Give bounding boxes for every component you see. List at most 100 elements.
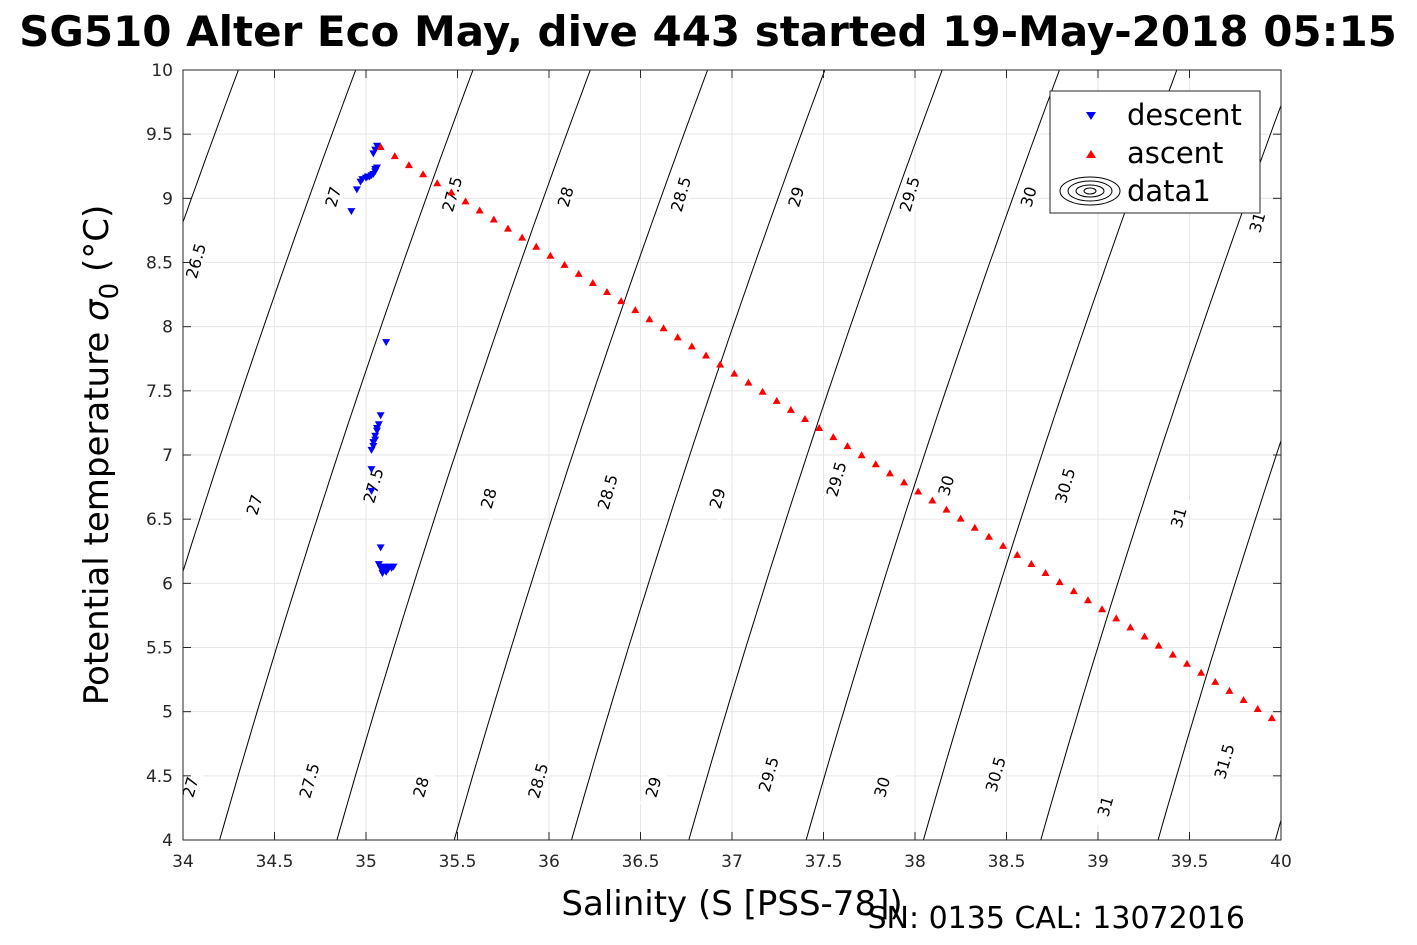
ascent-point: [1055, 578, 1064, 586]
contour-label-bg: [1243, 200, 1273, 245]
contour-label-bg: [1091, 784, 1121, 829]
legend-marker-descent: [1086, 112, 1096, 120]
ascent-point: [1013, 550, 1022, 558]
ascent-point: [1253, 705, 1262, 713]
contour-label-bg: [782, 175, 811, 219]
x-tick-label: 40: [1270, 852, 1292, 872]
y-axis-label-subscript: 0: [95, 283, 125, 300]
contour-label-bg: [176, 765, 206, 809]
x-tick-label: 36: [538, 852, 560, 872]
x-tick-label: 35.5: [439, 852, 477, 872]
legend-label-contours: data1: [1127, 174, 1211, 208]
contour-label-bg: [822, 457, 852, 501]
ascent-point: [1197, 668, 1206, 676]
ascent-point: [546, 251, 555, 259]
contour-label: 28: [477, 486, 501, 511]
ascent-point: [1168, 650, 1177, 658]
ascent-point: [730, 369, 739, 377]
isopycnal-line: [805, 70, 1060, 840]
y-tick-label: 8: [162, 318, 173, 338]
tick-marks: [182, 69, 1282, 841]
descent-point: [376, 544, 385, 552]
ascent-point: [928, 496, 937, 504]
contour-label-bg: [1165, 496, 1194, 540]
descent-point: [367, 466, 376, 474]
descent-point: [382, 568, 391, 576]
ascent-point: [1211, 677, 1220, 685]
y-axis-label-main: Potential temperature: [77, 321, 117, 705]
y-tick-label: 6: [162, 574, 173, 594]
ascent-point: [489, 215, 498, 223]
descent-point: [374, 561, 383, 569]
contour-label-bg: [551, 175, 581, 219]
ascent-point: [1069, 587, 1078, 595]
ascent-point: [970, 523, 979, 531]
contour-label: 28: [409, 775, 433, 800]
legend-label-ascent: ascent: [1127, 136, 1223, 170]
y-axis-label: Potential temperature σ0 (°C): [77, 205, 125, 705]
contour-label-bg: [982, 752, 1011, 797]
y-tick-label: 4.5: [146, 767, 173, 787]
legend-label-descent: descent: [1127, 98, 1242, 132]
legend: descent ascent data1: [1049, 90, 1261, 214]
x-tick-label: 38.5: [988, 852, 1026, 872]
ascent-point: [716, 360, 725, 368]
ascent-point: [942, 505, 951, 513]
descent-point: [372, 142, 381, 150]
y-tick-labels: 4 4.5 5 5.5 6 6.5 7 7.5 8 8.5 9 9.5 10: [146, 61, 173, 851]
ascent-point: [574, 269, 583, 277]
x-tick-label: 37: [721, 852, 743, 872]
contour-label: 29: [706, 486, 730, 511]
data-points: [347, 142, 1276, 722]
contour-label: 30: [934, 473, 958, 498]
ascent-point: [758, 387, 767, 395]
y-tick-label: 7.5: [146, 382, 173, 402]
isopycnal-line: [336, 70, 591, 840]
contour-label: 30: [1017, 184, 1041, 209]
descent-point: [382, 339, 391, 347]
x-tick-label: 39: [1087, 852, 1109, 872]
ascent-point: [956, 514, 965, 522]
contour-label-bg: [703, 476, 733, 521]
ascent-point: [390, 152, 399, 160]
descent-point: [369, 443, 378, 451]
contour-label-bg: [868, 765, 897, 809]
ascent-point: [1027, 559, 1036, 567]
contour-label: 31: [1094, 794, 1118, 819]
x-tick-labels: 34 34.5 35 35.5 36 36.5 37 37.5 38 38.5 39 39.5 40: [172, 852, 1292, 872]
y-tick-label: 9: [162, 189, 173, 209]
contour-label-bg: [182, 239, 211, 283]
ascent-point: [376, 143, 385, 150]
descent-point: [372, 164, 381, 172]
y-tick-label: 7: [162, 446, 173, 466]
y-tick-label: 6.5: [146, 510, 173, 530]
ascent-point: [815, 424, 824, 432]
ascent-point: [673, 333, 682, 341]
isopycnal-line: [571, 70, 826, 840]
isopycnal-line: [688, 70, 943, 840]
contour-label-bg: [319, 175, 348, 219]
x-tick-label: 34: [172, 852, 194, 872]
ascent-point: [645, 315, 654, 323]
ascent-point: [801, 414, 810, 422]
ascent-point: [1083, 596, 1092, 604]
ascent-point: [772, 396, 781, 404]
legend-marker-ascent: [1086, 150, 1096, 158]
isopycnal-line: [183, 70, 357, 574]
contour-label: 27: [179, 775, 203, 800]
isopycnal-line: [219, 70, 474, 840]
y-tick-label: 9.5: [146, 125, 173, 145]
isopycnal-line: [453, 70, 709, 840]
ascent-point: [829, 433, 838, 441]
isopycnal-line: [183, 70, 239, 224]
contour-label-bg: [932, 463, 961, 508]
contour-label: 27: [243, 492, 267, 517]
contour-label-bg: [407, 765, 436, 809]
ascent-point: [518, 233, 527, 241]
contour-label: 29: [784, 184, 808, 209]
descent-point: [352, 186, 361, 194]
ascent-point: [1239, 695, 1248, 703]
y-tick-label: 5.5: [146, 639, 173, 659]
descent-point: [374, 421, 383, 429]
ascent-point: [702, 351, 711, 359]
